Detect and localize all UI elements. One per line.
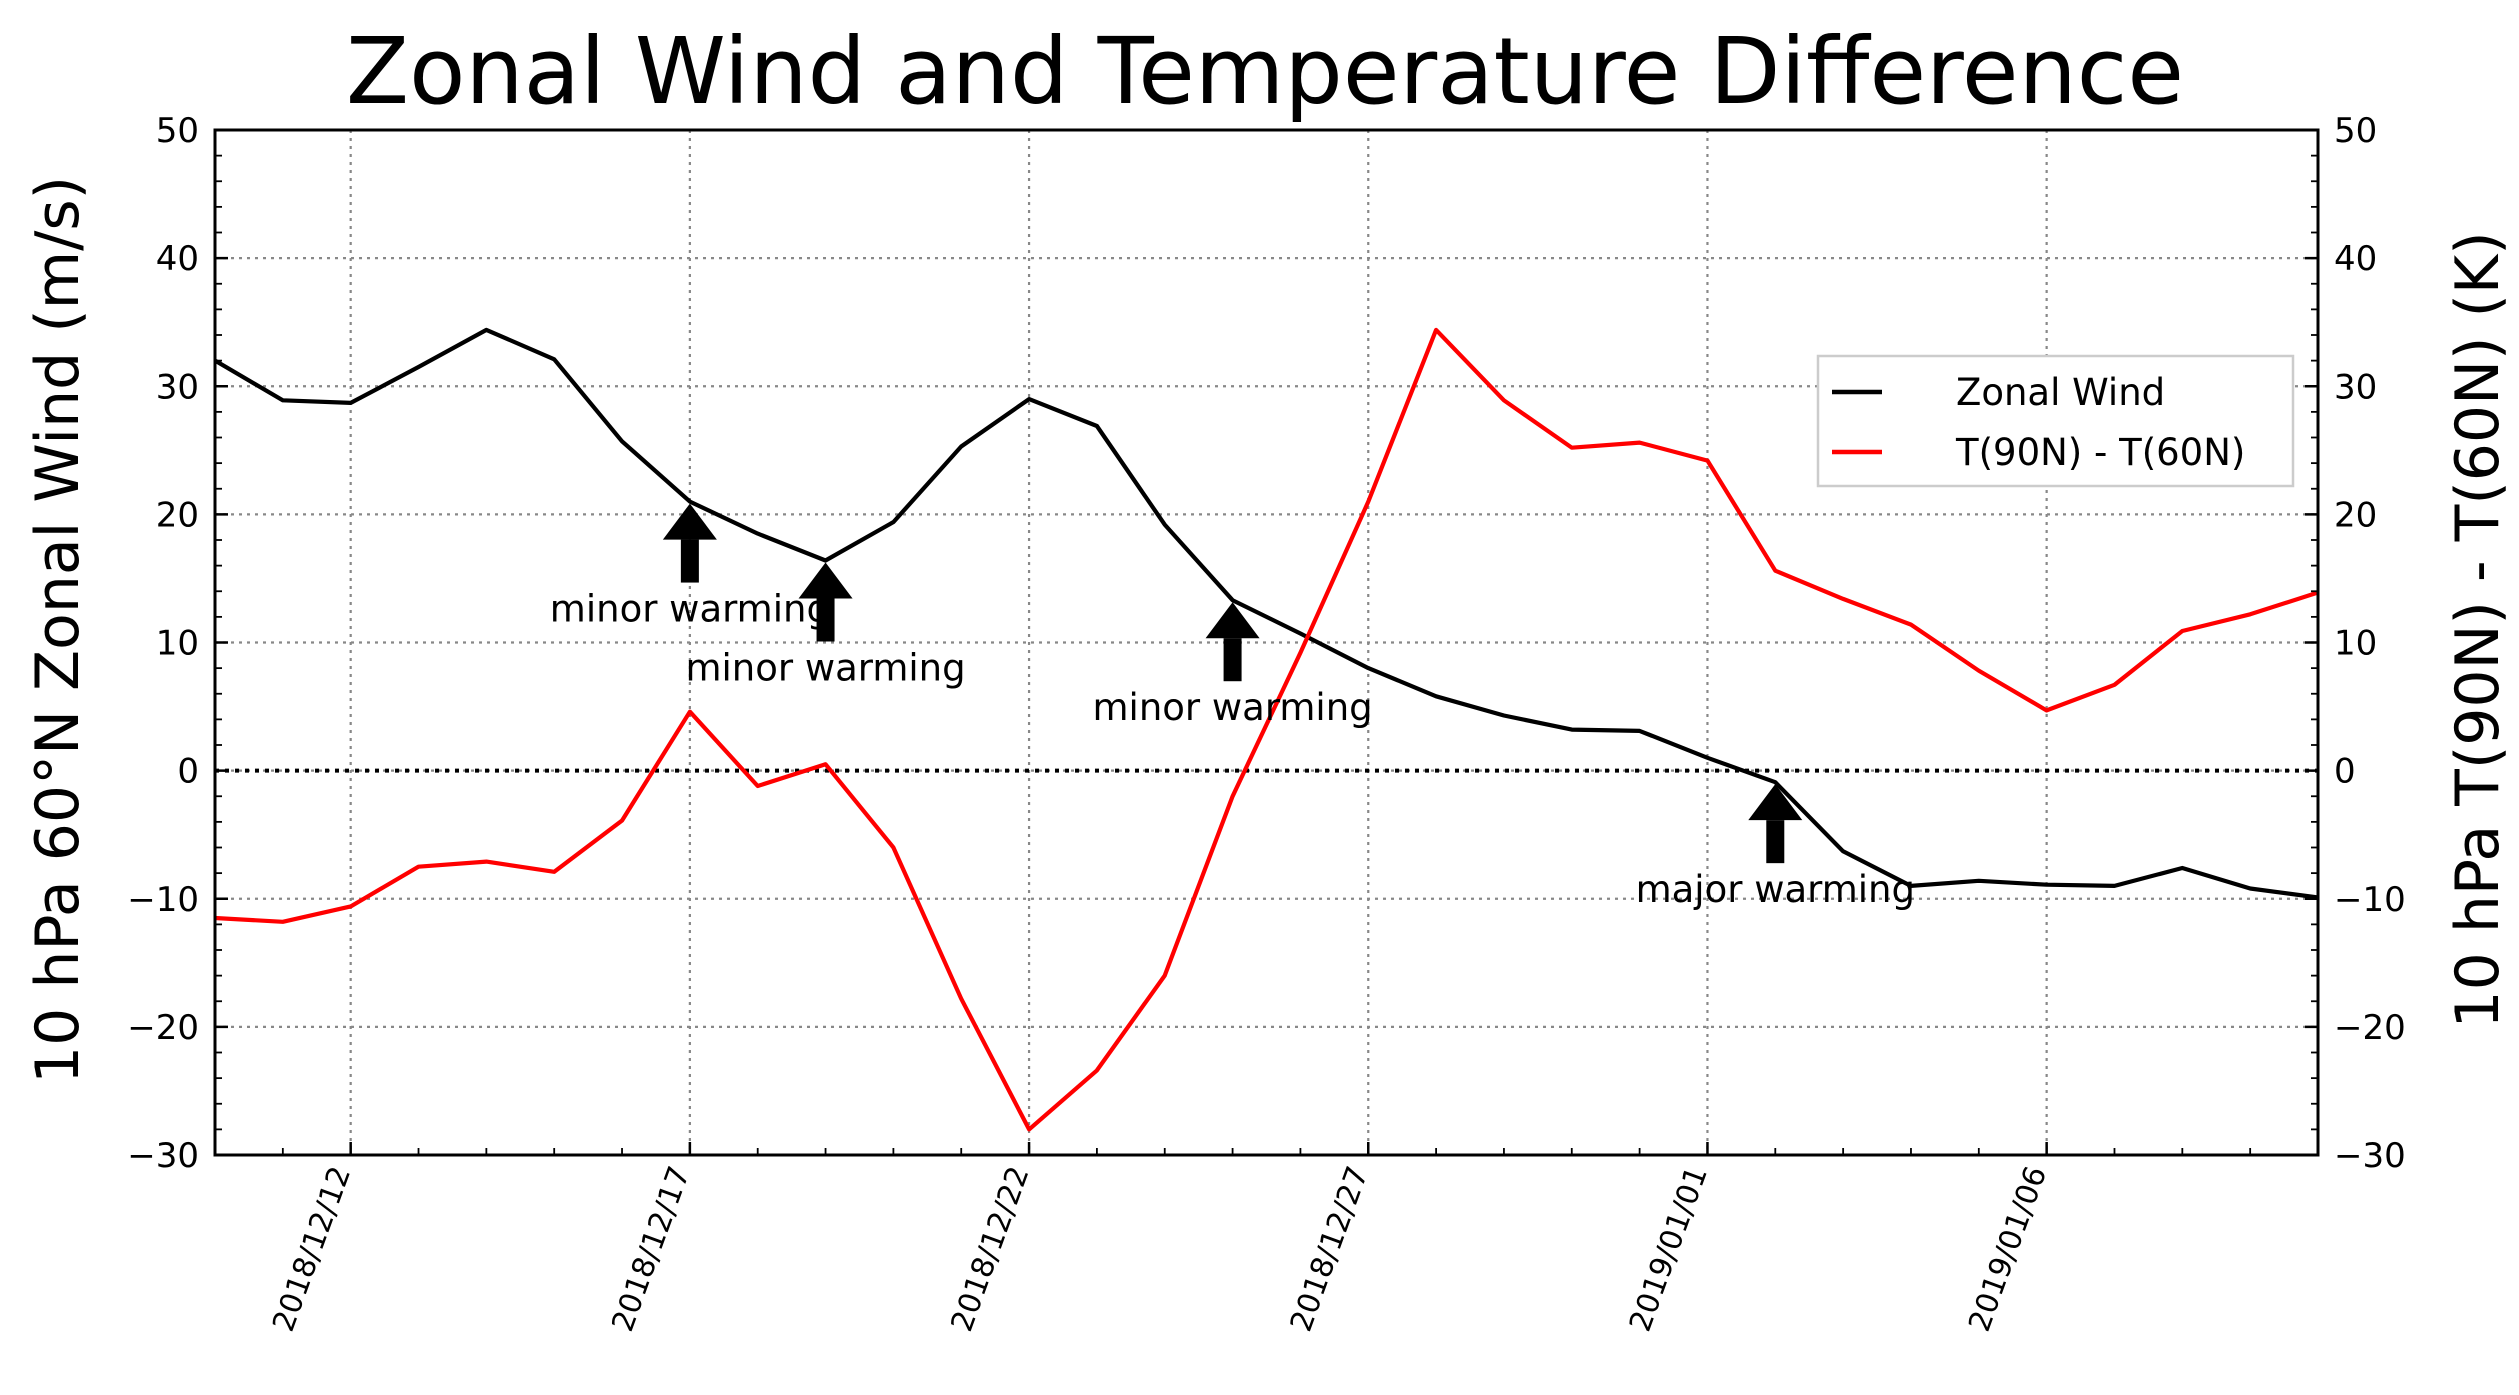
- annotation-label: major warming: [1636, 868, 1915, 911]
- legend-label: T(90N) - T(60N): [1955, 431, 2245, 474]
- grid-layer: [215, 128, 2318, 1157]
- y-tick-label-right: 10: [2334, 624, 2377, 664]
- y-axis-label-right: 10 hPa T(90N) - T(60N) (K): [2443, 231, 2513, 1028]
- x-tick-label: 2019/01/06: [1962, 1162, 2054, 1336]
- y-tick-label-right: 0: [2334, 752, 2356, 792]
- chart-title: Zonal Wind and Temperature Difference: [346, 18, 2184, 125]
- y-tick-label-left: 30: [156, 367, 199, 407]
- annotation-label: minor warming: [1093, 686, 1373, 729]
- annotation-arrow-shaft: [680, 539, 699, 583]
- y-tick-label-right: 40: [2334, 239, 2377, 279]
- x-tick-label: 2018/12/27: [1284, 1162, 1376, 1336]
- zonal-wind-line: [213, 327, 2319, 900]
- annotation-arrow-icon: [798, 562, 853, 599]
- y-tick-label-left: 10: [156, 624, 199, 664]
- y-tick-label-right: 50: [2334, 111, 2377, 151]
- x-tick-label: 2019/01/01: [1623, 1162, 1715, 1336]
- y-tick-label-left: 50: [156, 111, 199, 151]
- annotation-arrow-shaft: [1223, 638, 1242, 682]
- legend-box: [1816, 354, 2295, 488]
- temperature-difference-line: [214, 327, 2319, 1132]
- y-tick-label-left: −10: [127, 880, 199, 920]
- series-layer: [213, 327, 2319, 1132]
- annotation-label: minor warming: [685, 647, 965, 690]
- y-axis-label-left: 10 hPa 60°N Zonal Wind (m/s): [23, 176, 93, 1084]
- y-tick-label-right: 30: [2334, 367, 2377, 407]
- y-tick-label-right: −30: [2334, 1136, 2406, 1176]
- x-tick-label: 2018/12/12: [266, 1162, 358, 1336]
- annotation-label: minor warming: [550, 588, 830, 631]
- annotation-arrow-shaft: [1766, 820, 1785, 864]
- legend: Zonal Wind T(90N) - T(60N): [1816, 354, 2295, 488]
- annotation-arrow-icon: [1205, 602, 1260, 639]
- annotation-arrow-icon: [1748, 784, 1803, 821]
- legend-label: Zonal Wind: [1956, 371, 2165, 414]
- annotation-arrow-icon: [662, 503, 717, 540]
- x-tick-label: 2018/12/17: [605, 1162, 697, 1336]
- y-tick-label-left: 0: [177, 752, 199, 792]
- y-tick-label-left: 40: [156, 239, 199, 279]
- plot-frame: [213, 128, 2320, 1157]
- annotation-arrow-shaft: [816, 598, 835, 642]
- y-tick-label-right: 20: [2334, 495, 2377, 535]
- annotation-layer: minor warming minor warming minor warming m…: [550, 503, 1915, 911]
- y-tick-label-right: −10: [2334, 880, 2406, 920]
- y-tick-label-left: −30: [127, 1136, 199, 1176]
- x-tick-label: 2018/12/22: [945, 1162, 1037, 1336]
- y-tick-label-right: −20: [2334, 1008, 2406, 1048]
- y-tick-label-left: −20: [127, 1008, 199, 1048]
- y-tick-label-left: 20: [156, 495, 199, 535]
